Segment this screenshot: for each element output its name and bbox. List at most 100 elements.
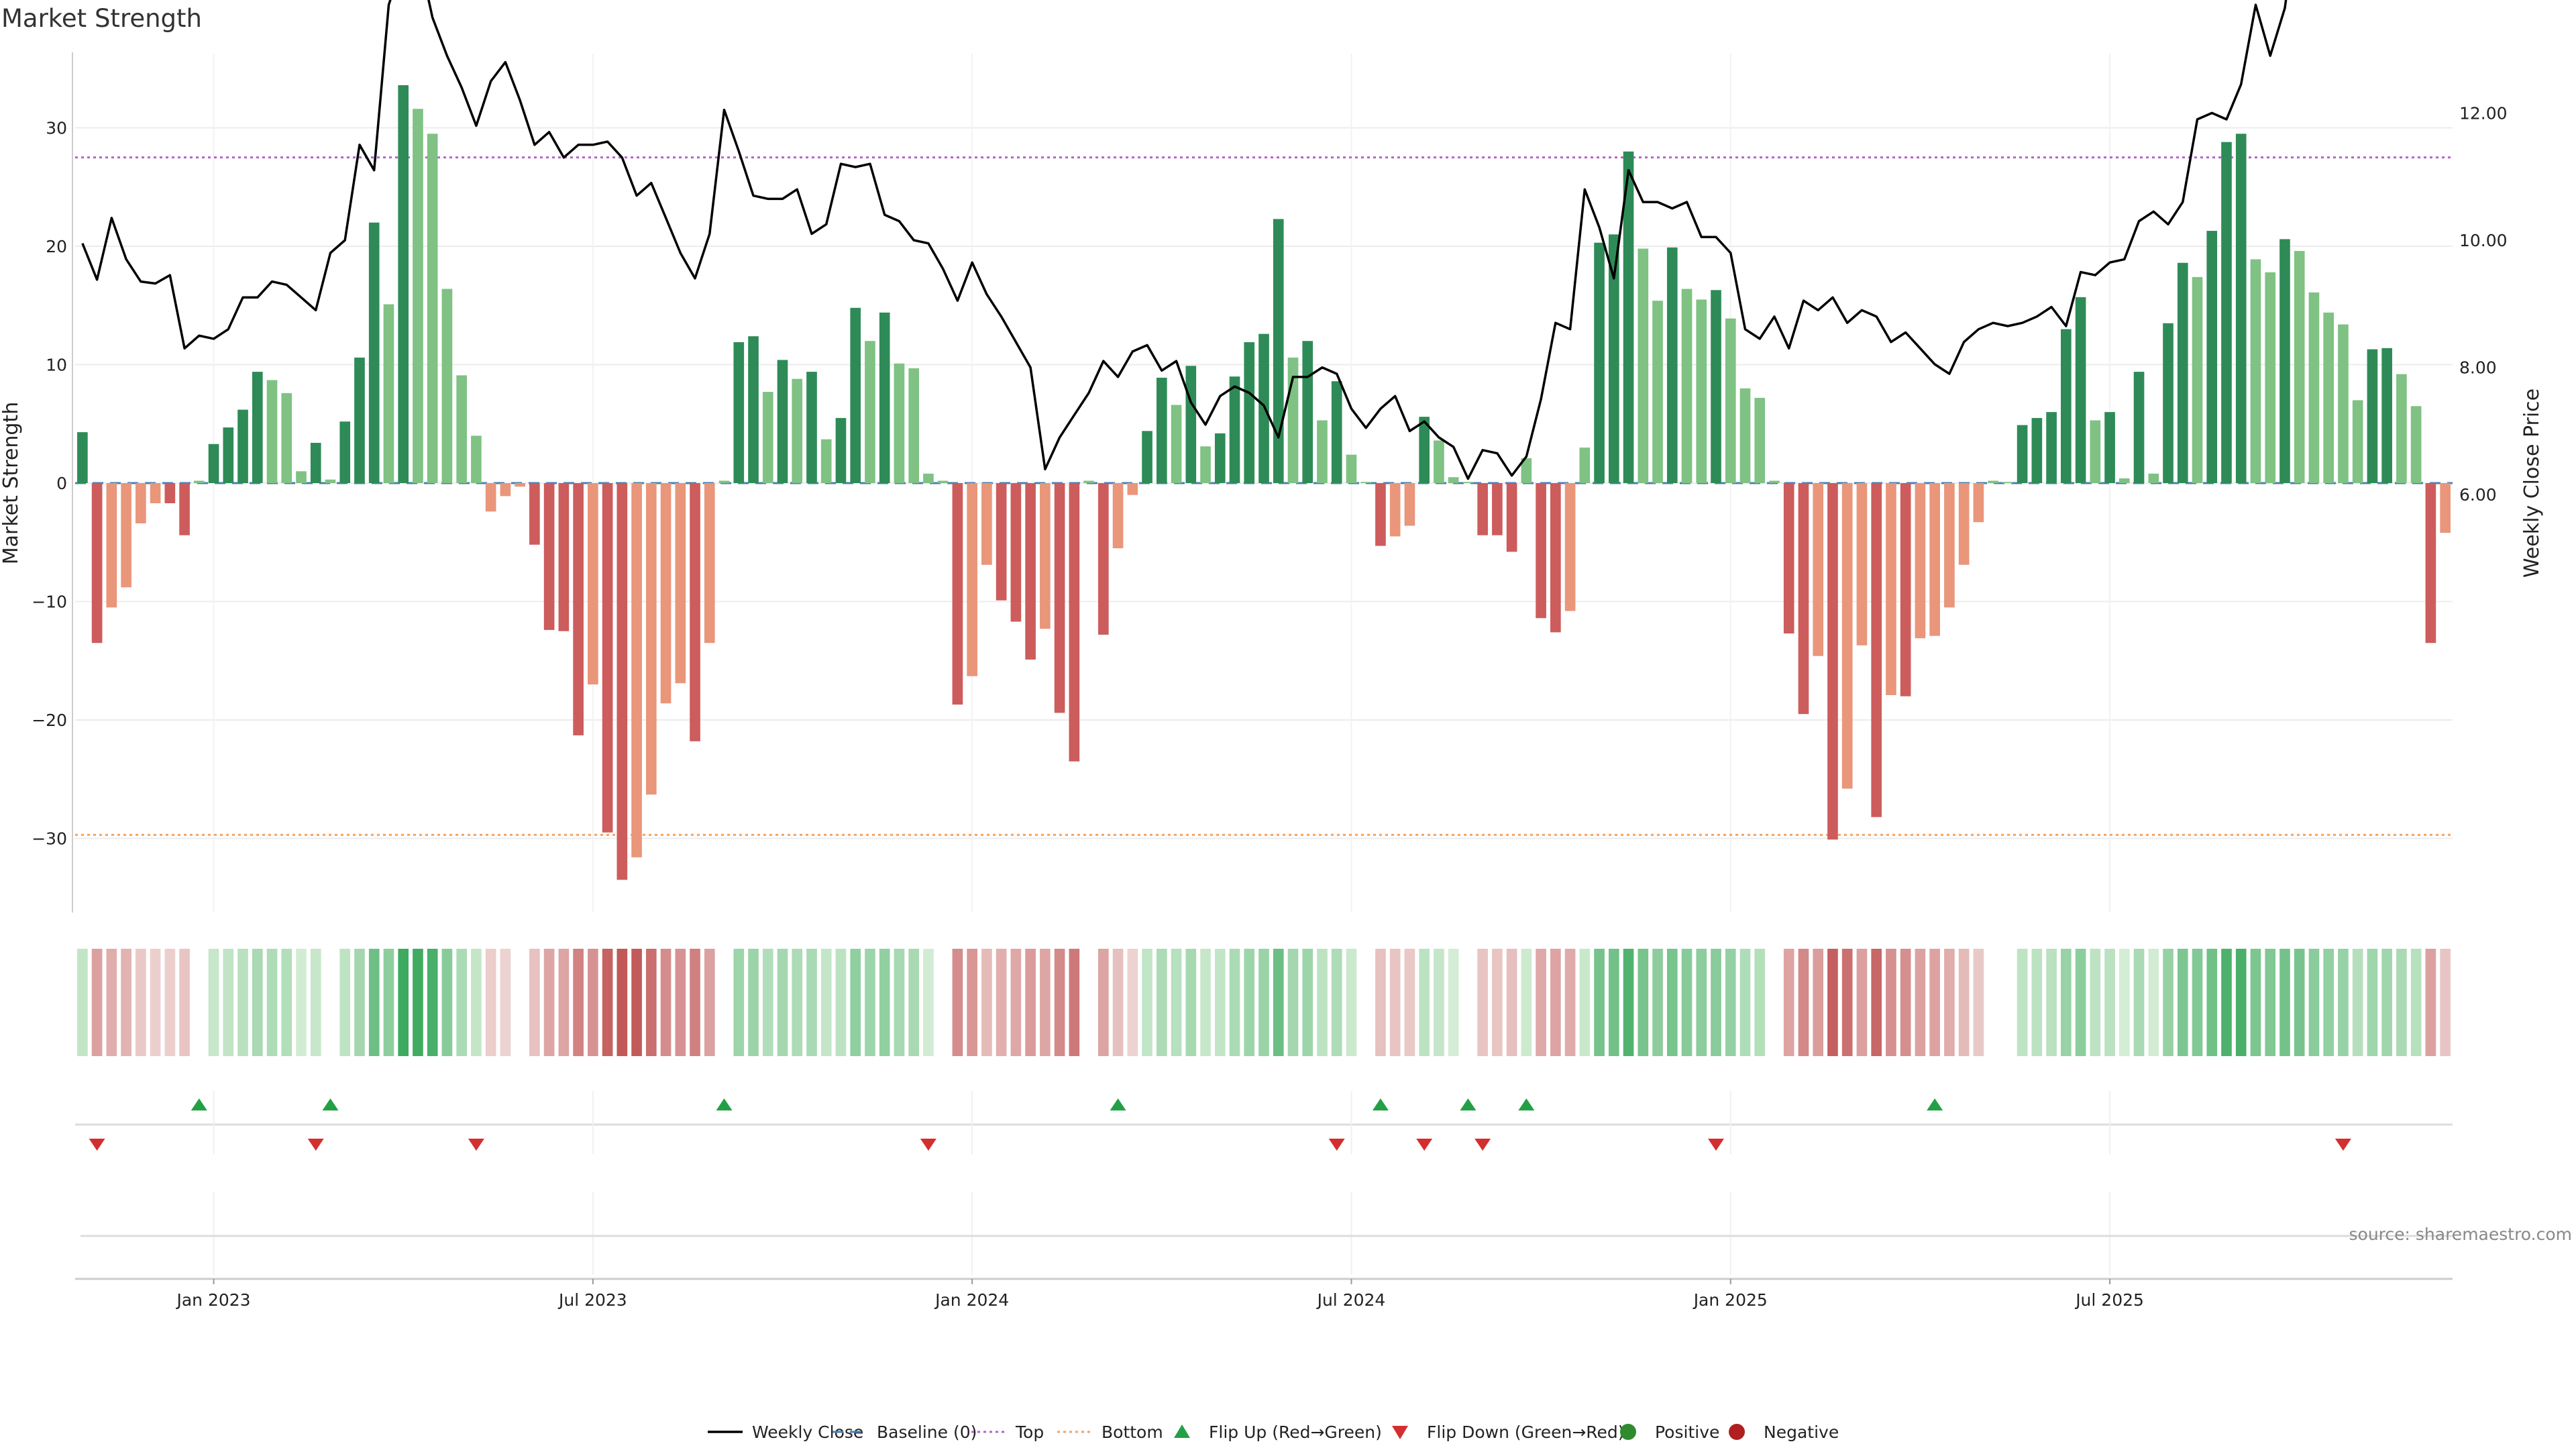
strength-bar <box>602 483 613 833</box>
heat-cell <box>1273 949 1284 1056</box>
heat-cell <box>792 949 803 1056</box>
heat-cell <box>1813 949 1824 1056</box>
flip-markers-panel <box>75 1091 2453 1154</box>
strength-bar <box>718 480 730 483</box>
flip-down-marker <box>468 1139 484 1151</box>
flip-down-marker <box>1474 1139 1491 1151</box>
strength-bar <box>427 134 438 483</box>
heat-cell <box>690 949 700 1056</box>
heat-cell <box>1229 949 1240 1056</box>
legend-label: Baseline (0) <box>877 1422 977 1442</box>
heat-cell <box>1477 949 1488 1056</box>
strength-bar <box>1681 289 1693 483</box>
heat-cell <box>894 949 905 1056</box>
strength-bar <box>2279 239 2290 483</box>
strength-bar <box>1696 299 1707 483</box>
heat-cell <box>266 949 278 1056</box>
strength-bar <box>1448 477 1459 483</box>
heat-cell <box>2017 949 2028 1056</box>
strength-bar <box>1171 405 1182 483</box>
strength-bar <box>952 483 963 705</box>
strength-bar <box>2031 417 2043 483</box>
heat-cell <box>2221 949 2232 1056</box>
heat-cell <box>908 949 920 1056</box>
strength-bar <box>631 483 642 858</box>
heat-cell <box>223 949 234 1056</box>
triangle-down-icon <box>1392 1426 1408 1439</box>
heat-cell <box>1375 949 1386 1056</box>
heat-cell <box>1244 949 1255 1056</box>
strength-bar <box>383 304 394 483</box>
heat-cell <box>616 949 628 1056</box>
heat-cell <box>1652 949 1663 1056</box>
strength-bar <box>1142 431 1152 483</box>
heat-cell <box>354 949 365 1056</box>
strength-bar <box>1156 377 1167 483</box>
heat-cell <box>136 949 146 1056</box>
chart-title: Market Strength <box>1 4 202 33</box>
strength-bar <box>1608 234 1619 483</box>
source-note: source: sharemaestro.com <box>2349 1225 2573 1244</box>
strength-bar <box>2265 272 2276 483</box>
strength-bar <box>252 372 263 483</box>
heat-cell <box>1069 949 1080 1056</box>
heat-cell <box>529 949 540 1056</box>
heat-cell <box>1973 949 1984 1056</box>
strength-bar <box>1025 483 1036 660</box>
heat-cell <box>1331 949 1342 1056</box>
strength-bar <box>835 417 847 483</box>
strength-bar <box>325 479 336 483</box>
strength-bar <box>1958 483 1970 565</box>
strength-bar <box>2192 276 2203 483</box>
strength-bar <box>1813 483 1824 656</box>
strength-bar <box>413 109 423 483</box>
strength-bar <box>996 483 1007 601</box>
heat-cell <box>164 949 176 1056</box>
strength-bar <box>2177 262 2188 483</box>
strength-bar <box>2061 329 2072 483</box>
strength-bar <box>1258 333 1269 483</box>
strength-bar <box>77 432 88 483</box>
heat-cell <box>1010 949 1022 1056</box>
strength-bar <box>1564 483 1576 611</box>
flip-up-marker <box>1518 1098 1535 1110</box>
heat-cell <box>1841 949 1853 1056</box>
heat-cell <box>1929 949 1940 1056</box>
strength-bar <box>1798 483 1809 715</box>
heat-cell <box>1404 949 1415 1056</box>
heat-cell <box>996 949 1007 1056</box>
legend-item: Flip Down (Green→Red) <box>1392 1422 1625 1442</box>
heat-cell <box>237 949 248 1056</box>
heat-cell <box>121 949 131 1056</box>
heat-cell <box>77 949 88 1056</box>
strength-bar <box>441 289 453 483</box>
heat-cell <box>602 949 613 1056</box>
heat-cell <box>2118 949 2130 1056</box>
strength-bar <box>1638 248 1649 483</box>
strength-bar <box>1988 480 1998 483</box>
strength-bar <box>2367 349 2378 483</box>
heat-cell <box>296 949 307 1056</box>
strength-bar <box>573 483 584 735</box>
strength-bar <box>2294 251 2305 483</box>
strength-bar <box>923 473 934 483</box>
heat-cell <box>339 949 351 1056</box>
legend-label: Negative <box>1764 1422 1839 1442</box>
heat-cell <box>1156 949 1167 1056</box>
strength-bar <box>1069 483 1080 762</box>
y2-tick-label: 10.00 <box>2459 231 2508 250</box>
weekly-close-polyline <box>81 0 2288 480</box>
strength-bar <box>1915 483 1926 639</box>
heat-cell <box>675 949 686 1056</box>
legend-item: Top <box>971 1422 1044 1442</box>
heat-cell <box>368 949 380 1056</box>
heat-cell <box>1915 949 1926 1056</box>
strength-bar <box>1769 480 1780 483</box>
heat-cell <box>2381 949 2392 1056</box>
strength-bar <box>2017 425 2028 483</box>
legend-item: Weekly Close <box>708 1422 863 1442</box>
strength-bar <box>1550 483 1561 633</box>
heat-cell <box>2294 949 2305 1056</box>
strength-bar <box>1856 483 1868 645</box>
